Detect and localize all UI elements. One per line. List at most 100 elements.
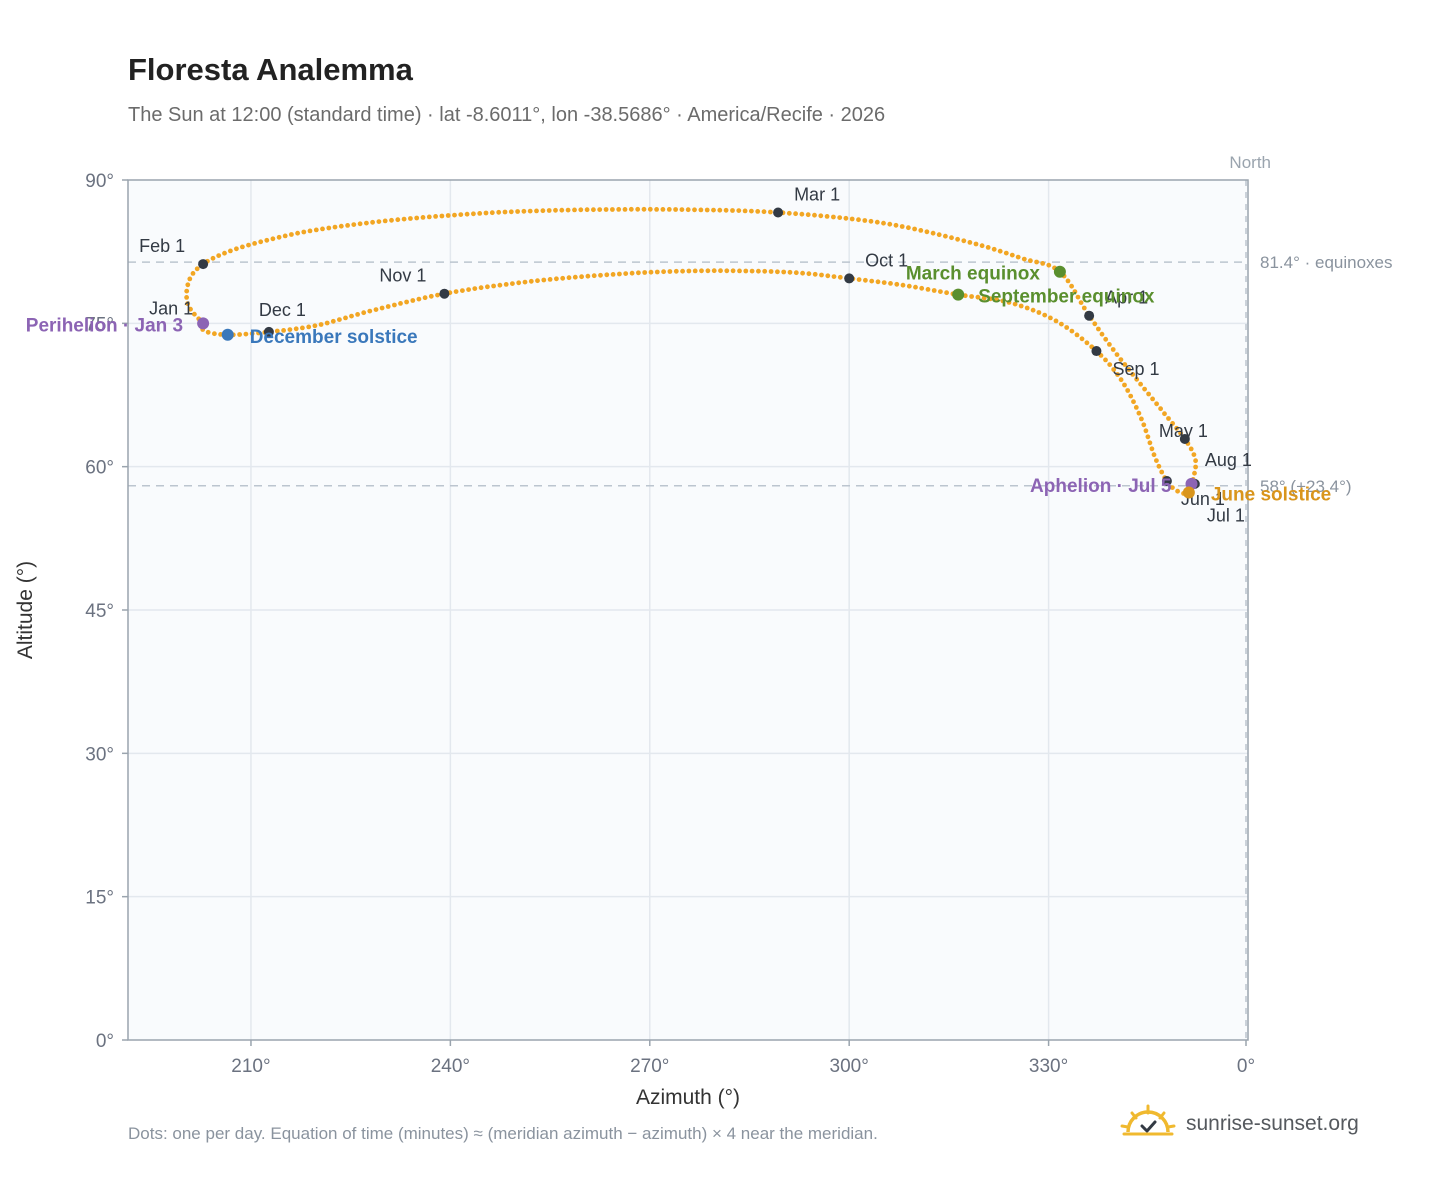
day-dot [673, 268, 679, 274]
day-dot [985, 245, 991, 250]
day-dot [1150, 396, 1155, 402]
day-dot [1143, 428, 1149, 434]
y-tick-label: 75° [85, 314, 114, 335]
day-dot [264, 237, 270, 243]
day-dot [246, 242, 251, 248]
day-dot [868, 218, 874, 224]
day-dot [610, 207, 615, 212]
y-tick-label: 60° [85, 458, 114, 479]
day-dot [534, 208, 539, 214]
day-dot [617, 271, 622, 277]
day-dot [515, 209, 520, 214]
day-dot [445, 213, 451, 218]
day-dot [647, 206, 653, 212]
day-dot [289, 232, 294, 237]
day-dot [295, 230, 300, 236]
day-dot [837, 274, 843, 280]
day-dot [881, 220, 886, 226]
day-dot [994, 297, 1000, 303]
day-dot [578, 207, 584, 213]
month-marker-label: Oct 1 [865, 250, 908, 270]
day-dot [433, 214, 438, 219]
day-dot [856, 277, 862, 282]
day-dot [527, 208, 533, 214]
event-marker [197, 317, 210, 330]
month-marker [1084, 310, 1095, 321]
day-dot [522, 279, 528, 285]
day-dot [497, 282, 503, 288]
month-marker-label: Nov 1 [379, 266, 426, 286]
day-dot [931, 288, 937, 293]
day-dot [718, 268, 723, 274]
x-tick-label: 270° [630, 1056, 669, 1077]
day-dot [936, 232, 942, 238]
day-dot [502, 209, 508, 215]
day-dot [307, 228, 313, 234]
event-label: March equinox [906, 264, 1041, 285]
day-dot [313, 227, 319, 233]
day-dot [775, 269, 780, 275]
day-dot [930, 230, 936, 236]
day-dot [489, 210, 495, 216]
day-dot [496, 209, 502, 215]
day-dot [585, 273, 591, 279]
day-dot [1145, 434, 1151, 440]
day-dot [899, 224, 905, 229]
day-dot [535, 278, 540, 284]
day-dot [756, 268, 761, 274]
day-dot [1122, 382, 1127, 388]
brand[interactable]: sunrise-sunset.org [1120, 1104, 1359, 1144]
day-dot [749, 268, 755, 274]
day-dot [1159, 469, 1165, 475]
day-dot [1118, 357, 1124, 362]
day-dot [559, 207, 565, 213]
day-dot [184, 295, 190, 300]
day-dot [1009, 252, 1015, 258]
day-dot [312, 323, 318, 329]
day-dot [343, 315, 348, 321]
day-dot [654, 207, 659, 212]
day-dot [351, 222, 357, 228]
day-dot [503, 282, 509, 287]
day-dot [408, 216, 413, 221]
day-dot [554, 276, 559, 282]
reference-lines: 81.4° · equinoxes 58° (+23.4°) [128, 253, 1393, 496]
day-dot [888, 281, 893, 286]
day-dot [1078, 300, 1084, 305]
day-dot [843, 215, 849, 221]
day-dot [528, 278, 534, 284]
month-marker [1161, 476, 1172, 486]
day-dot [1072, 289, 1078, 294]
day-dot [326, 225, 332, 231]
day-dot [1139, 416, 1144, 422]
chart-title: Floresta Analemma [128, 52, 413, 87]
day-dot [382, 218, 388, 224]
event-label: December solstice [250, 327, 418, 348]
day-dot [1151, 452, 1157, 458]
day-dot [1069, 328, 1075, 334]
day-dot [1162, 411, 1167, 417]
day-dot [660, 207, 666, 212]
day-dot [584, 207, 590, 213]
day-dot [276, 234, 282, 240]
day-dot [1034, 259, 1039, 265]
day-dot [565, 207, 571, 213]
day-dot [472, 286, 478, 291]
day-dot [622, 207, 628, 212]
day-dot [1036, 310, 1042, 315]
day-dot [887, 221, 893, 227]
day-dot [414, 215, 420, 221]
day-dot [943, 233, 948, 239]
day-dot [212, 331, 217, 337]
day-dot [1048, 315, 1053, 321]
day-dot [636, 270, 641, 276]
y-tick-label: 15° [85, 888, 114, 909]
day-dot [1107, 342, 1112, 347]
day-dot [228, 248, 233, 254]
day-dot [654, 269, 660, 275]
day-dot [485, 284, 490, 290]
day-dot [508, 209, 514, 215]
day-dot [875, 279, 881, 285]
day-dot [805, 212, 811, 218]
month-marker-label: Jul 1 [1207, 506, 1245, 526]
